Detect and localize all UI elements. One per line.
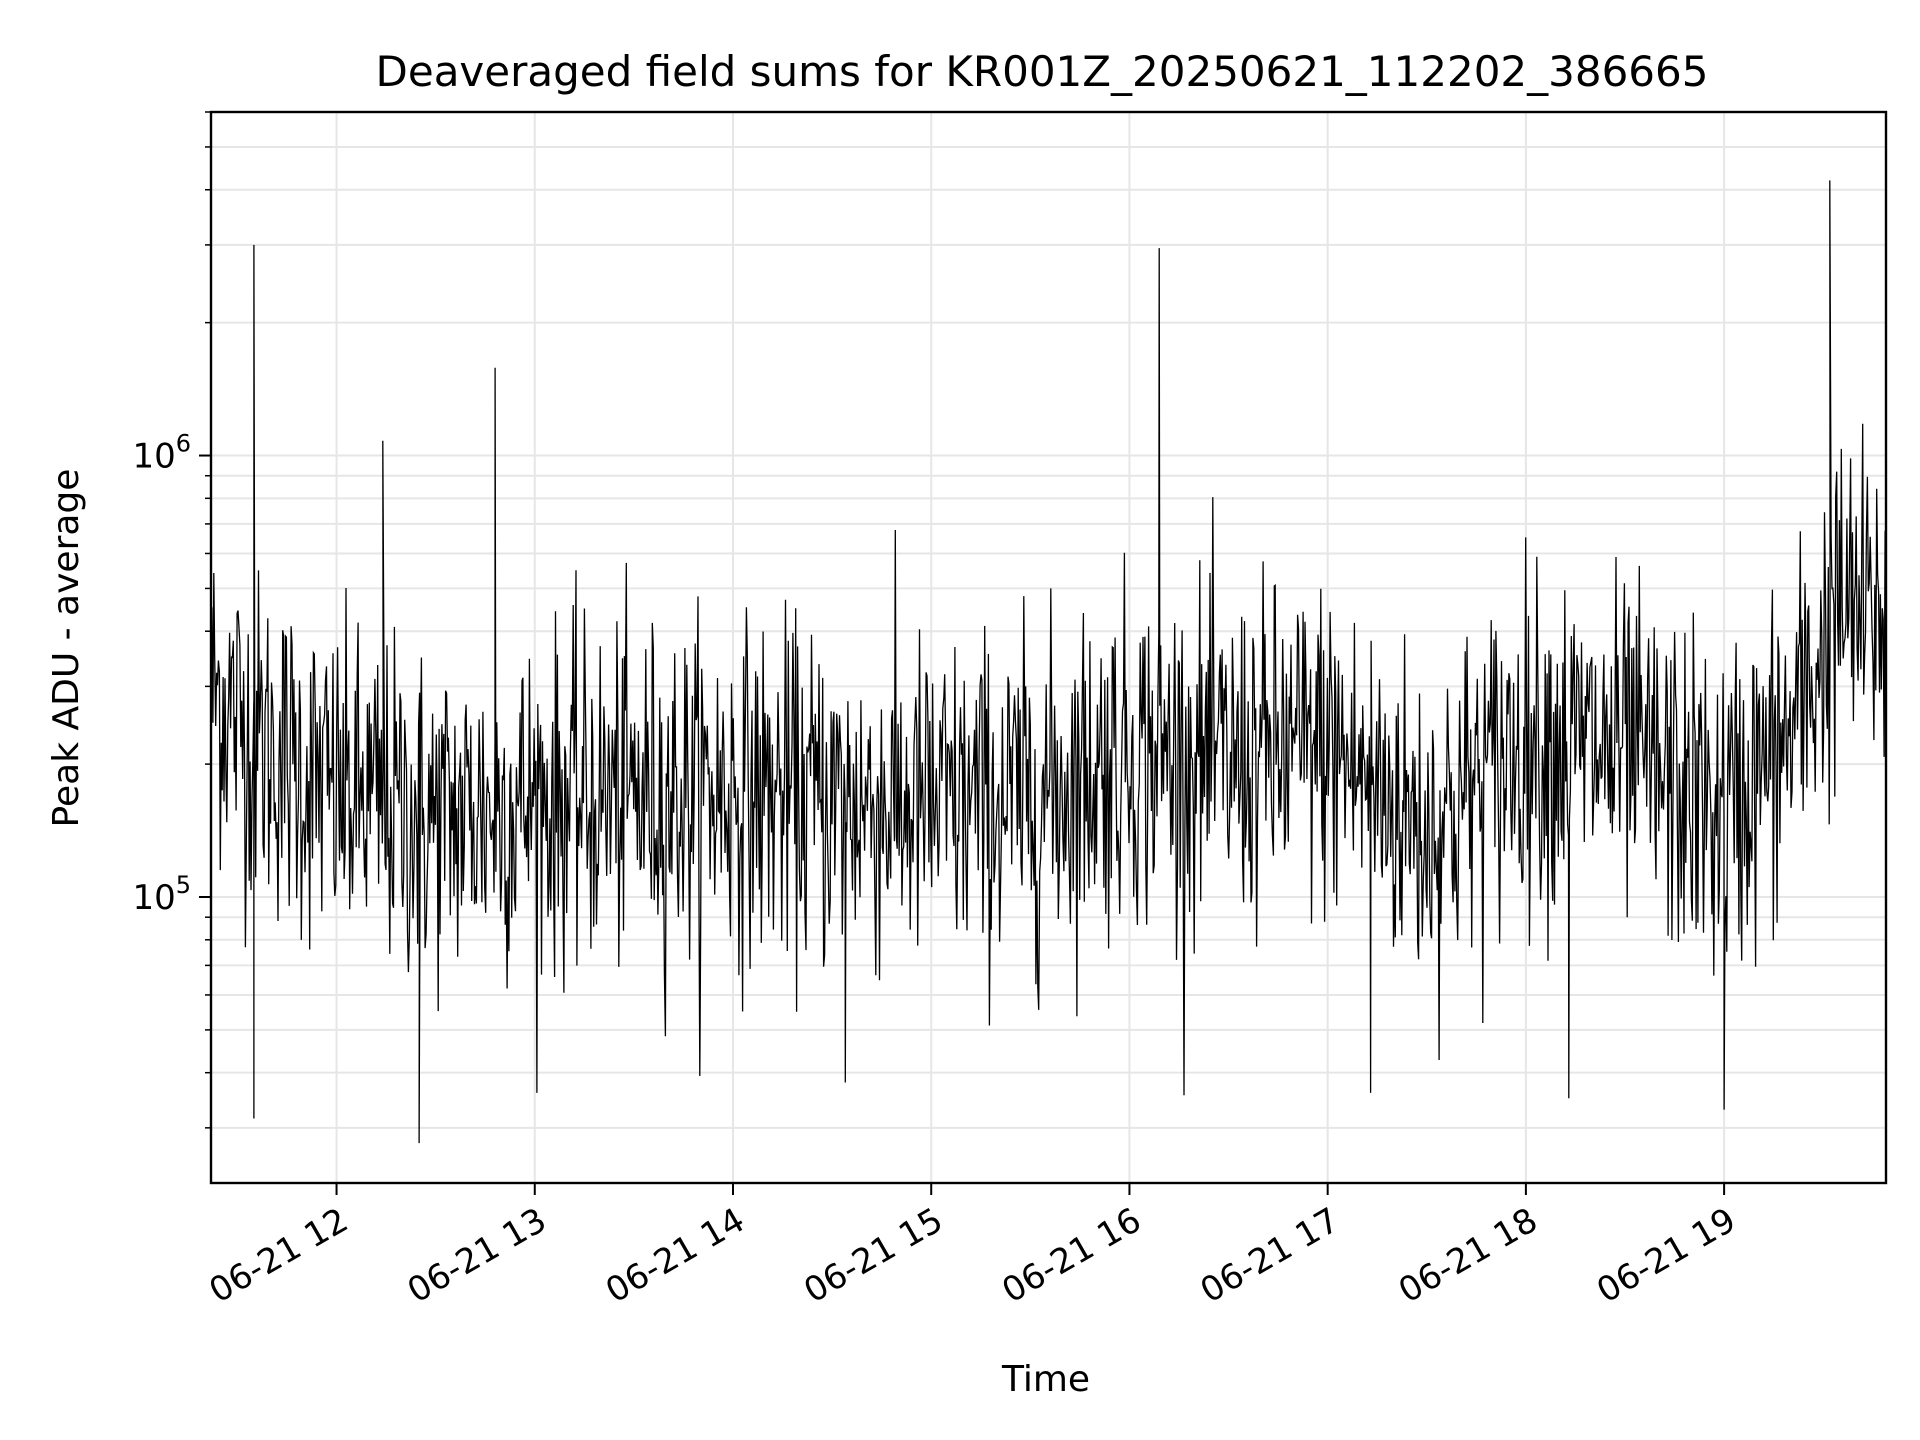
data-series bbox=[210, 147, 1887, 1144]
x-axis-label: Time bbox=[1001, 1359, 1090, 1400]
plot-frame bbox=[209, 110, 1888, 1185]
y-axis-label: Peak ADU - average bbox=[46, 469, 87, 828]
chart-title: Deaveraged field sums for KR001Z_2025062… bbox=[376, 47, 1709, 96]
y-axis: 105 106 bbox=[132, 111, 211, 1129]
series-line bbox=[210, 147, 1887, 1144]
y-tick-label: 106 bbox=[132, 430, 191, 477]
y-tick-label: 105 bbox=[132, 871, 191, 918]
